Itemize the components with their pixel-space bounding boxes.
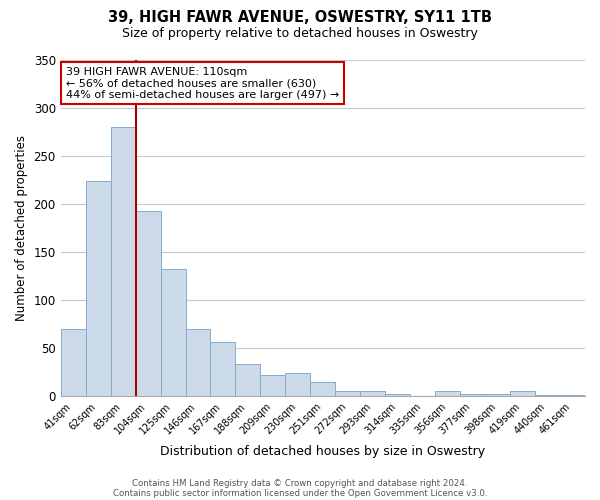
X-axis label: Distribution of detached houses by size in Oswestry: Distribution of detached houses by size …: [160, 444, 485, 458]
Text: 39, HIGH FAWR AVENUE, OSWESTRY, SY11 1TB: 39, HIGH FAWR AVENUE, OSWESTRY, SY11 1TB: [108, 10, 492, 25]
Bar: [435, 390, 460, 396]
Text: Contains HM Land Registry data © Crown copyright and database right 2024.: Contains HM Land Registry data © Crown c…: [132, 478, 468, 488]
Bar: [110, 128, 136, 396]
Bar: [185, 329, 211, 396]
Bar: [385, 394, 410, 396]
Bar: [360, 390, 385, 396]
Y-axis label: Number of detached properties: Number of detached properties: [15, 135, 28, 321]
Bar: [286, 373, 310, 396]
Text: Contains public sector information licensed under the Open Government Licence v3: Contains public sector information licen…: [113, 488, 487, 498]
Bar: [460, 394, 485, 396]
Bar: [161, 268, 185, 396]
Bar: [485, 394, 510, 396]
Bar: [136, 211, 161, 396]
Bar: [61, 329, 86, 396]
Text: Size of property relative to detached houses in Oswestry: Size of property relative to detached ho…: [122, 28, 478, 40]
Bar: [86, 181, 110, 396]
Bar: [260, 375, 286, 396]
Bar: [235, 364, 260, 396]
Bar: [510, 392, 535, 396]
Text: 39 HIGH FAWR AVENUE: 110sqm
← 56% of detached houses are smaller (630)
44% of se: 39 HIGH FAWR AVENUE: 110sqm ← 56% of det…: [66, 66, 339, 100]
Bar: [211, 342, 235, 396]
Bar: [335, 392, 360, 396]
Bar: [310, 382, 335, 396]
